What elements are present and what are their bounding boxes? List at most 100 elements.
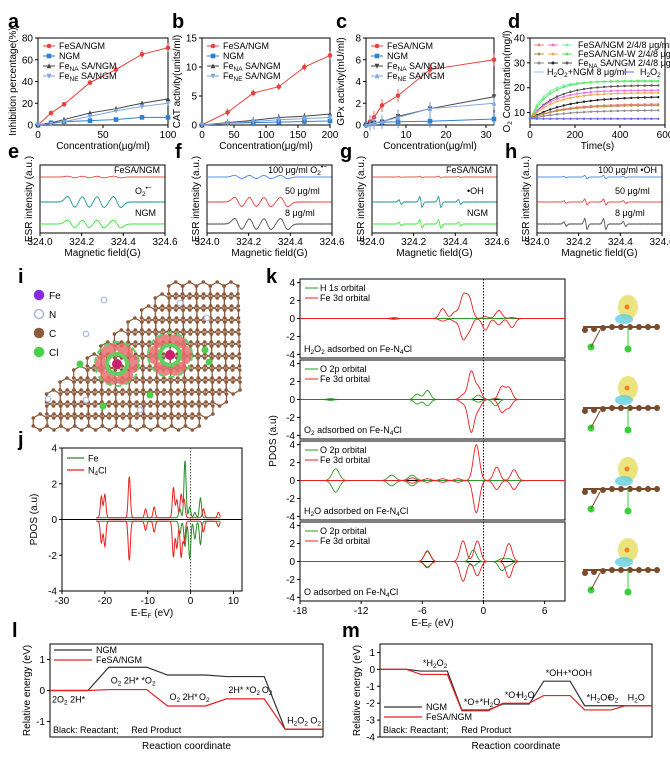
y-tick-label: 2: [51, 479, 57, 490]
carbon-atom: [189, 368, 193, 372]
legend-label: FeSA/NGM-W 2/4/8 μg/ml: [578, 49, 670, 59]
n-atom: [100, 296, 108, 304]
cl-atom: [201, 346, 209, 354]
carbon-atom: [153, 308, 158, 312]
carbon-atom: [147, 340, 152, 344]
carbon-atom: [52, 412, 56, 416]
data-point: [582, 100, 586, 103]
cl-atom: [146, 391, 154, 399]
data-point: [427, 105, 433, 111]
x-axis-label: Concentration(μg/ml): [219, 141, 313, 152]
carbon-atom: [126, 320, 130, 324]
x-tick-label: 324.4: [111, 237, 136, 248]
carbon-atom: [203, 404, 208, 408]
carbon-atom: [149, 412, 153, 416]
y-tick-label: 0: [27, 121, 33, 132]
y-tick-label: 2: [289, 377, 295, 388]
carbon-atom: [175, 380, 180, 384]
carbon-atom: [78, 380, 83, 384]
y-tick-label: -2: [366, 699, 375, 710]
carbon-atom: [189, 392, 194, 396]
carbon-atom: [141, 404, 146, 408]
carbon-atom: [202, 304, 206, 308]
carbon-atom: [167, 320, 172, 324]
carbon-atom: [58, 388, 62, 392]
carbon-atom: [128, 412, 132, 416]
y-tick-label: -2: [286, 575, 295, 586]
carbon-atom: [114, 424, 119, 428]
data-point: [623, 84, 626, 88]
carbon-atom: [195, 344, 200, 348]
carbon-atom: [142, 424, 146, 428]
legend-label: FeNE​ SA/NGM: [387, 71, 445, 83]
carbon-atom: [190, 404, 194, 408]
y-tick-label: 2: [289, 539, 295, 550]
carbon-atom: [224, 376, 228, 380]
data-point: [623, 97, 626, 100]
carbon-atom: [197, 424, 202, 428]
data-point: [616, 97, 619, 100]
carbon-atom: [210, 364, 214, 368]
x-axis-label: E-EF​ (eV): [411, 618, 453, 630]
carbon-atom: [51, 388, 56, 392]
data-point: [46, 73, 52, 79]
carbon-atom: [195, 328, 200, 332]
charge-density-positive: [180, 346, 192, 364]
carbon-atom: [196, 368, 201, 372]
data-point: [657, 104, 660, 107]
carbon-atom: [119, 328, 124, 332]
carbon-atom: [222, 292, 226, 296]
carbon-atom: [237, 356, 242, 360]
legend-marker: [551, 52, 555, 56]
carbon-atom: [229, 296, 233, 300]
y-tick-label: 20: [22, 99, 34, 110]
data-point: [48, 110, 54, 116]
carbon-atom: [100, 416, 105, 420]
carbon-atom: [203, 392, 208, 396]
data-point: [210, 53, 216, 59]
data-point: [596, 105, 599, 108]
o-atom: [624, 466, 630, 472]
data-point: [210, 43, 216, 49]
carbon-atom: [106, 392, 111, 396]
carbon-atom: [86, 392, 90, 396]
carbon-atom: [167, 308, 172, 312]
carbon-atom: [188, 328, 193, 332]
carbon-atom: [236, 308, 241, 312]
n-atom: [82, 396, 90, 404]
carbon-atom: [197, 416, 202, 420]
carbon-atom: [92, 376, 97, 380]
carbon-atom: [114, 412, 118, 416]
data-point: [165, 96, 171, 102]
carbon-atom: [238, 388, 242, 392]
y-tick-label: -2: [286, 413, 295, 424]
legend-label: NGM: [96, 645, 117, 655]
carbon-atom: [154, 332, 158, 336]
data-point: [542, 95, 545, 98]
data-point: [643, 91, 646, 95]
carbon-atom: [195, 352, 200, 356]
x-axis-label: E-EF​ (eV): [131, 608, 173, 620]
y-tick-label: 40: [514, 34, 526, 45]
data-point: [609, 109, 613, 113]
carbon-atom: [120, 392, 125, 396]
data-point: [596, 93, 599, 96]
carbon-atom: [582, 570, 588, 576]
carbon-atom: [169, 380, 173, 384]
y-tick-label: 10: [514, 108, 526, 119]
carbon-atom: [202, 340, 207, 344]
energy-path-0: [380, 668, 652, 711]
carbon-atom: [160, 320, 165, 324]
carbon-atom: [176, 428, 181, 432]
carbon-atom: [86, 424, 91, 428]
carbon-atom: [180, 284, 185, 288]
carbon-atom: [79, 412, 84, 416]
carbon-atom: [210, 400, 215, 404]
legend-label: Fe 3d orbital: [320, 293, 370, 303]
x-tick-label: 6: [542, 606, 548, 617]
carbon-atom: [93, 412, 98, 416]
carbon-atom: [51, 400, 56, 404]
data-point: [623, 117, 626, 120]
data-point: [549, 103, 552, 106]
